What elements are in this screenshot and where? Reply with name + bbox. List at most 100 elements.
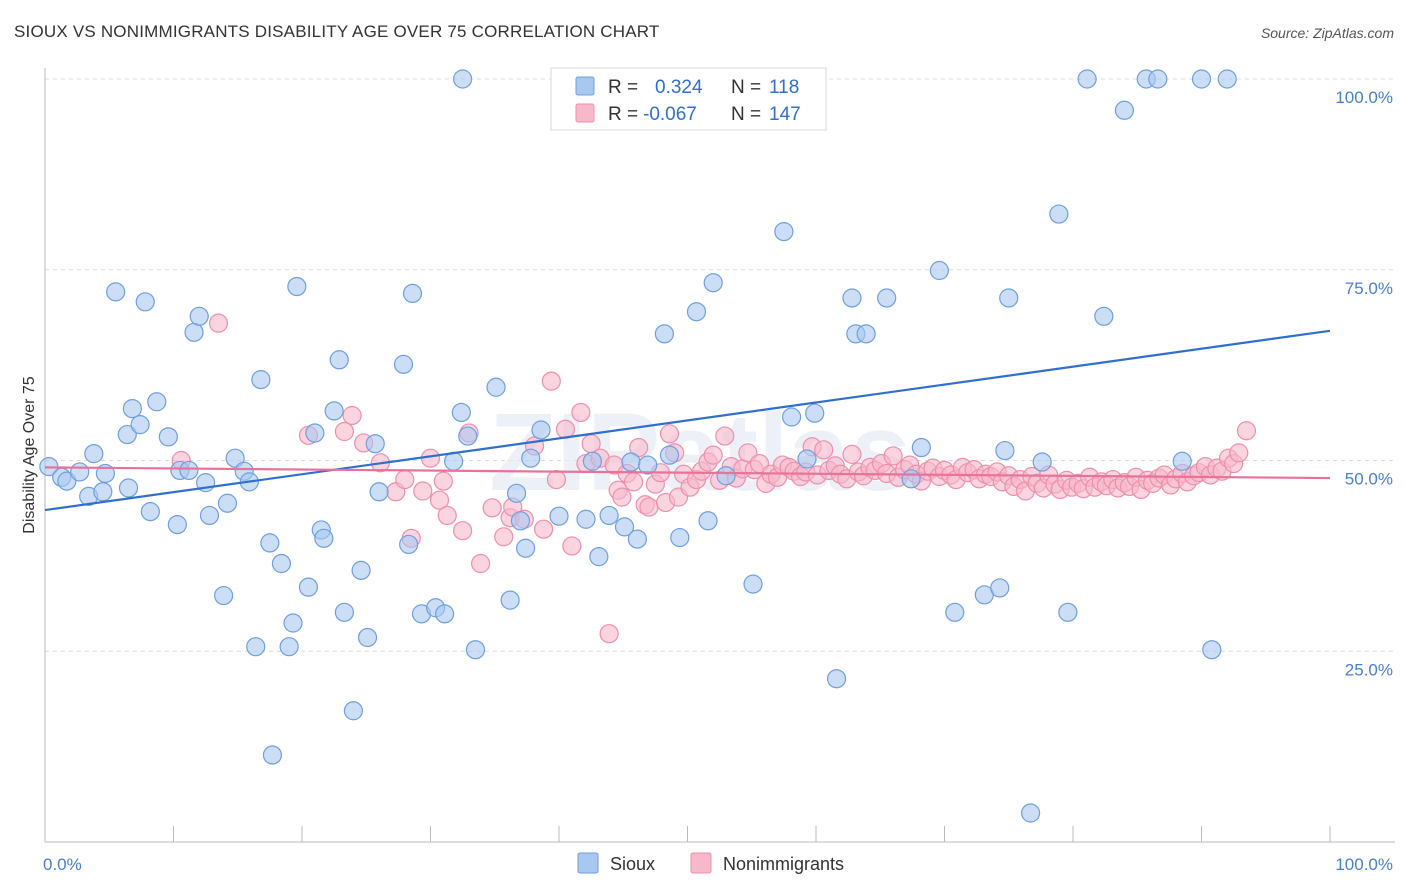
sioux-point [826,669,847,689]
nonimmigrants-point [533,519,554,539]
sioux-point [262,745,283,765]
sioux-point [945,602,965,622]
data-points [39,69,1257,823]
sioux-point [716,466,736,486]
nonimmigrants-point [494,527,514,547]
sioux-point [465,640,486,660]
nonimmigrants-point [612,487,632,507]
nonimmigrants-point [599,624,619,644]
sioux-point [184,322,204,342]
sioux-point [324,401,344,421]
sioux-point [1217,69,1237,89]
grid-lines [45,78,1395,652]
nonimmigrants-point [623,472,644,492]
nonimmigrants-point [562,536,582,556]
nonimmigrants-point [334,421,355,442]
bottom-legend-sioux-swatch [577,852,599,874]
sioux-point [260,533,280,553]
sioux-point [279,637,299,657]
legend-n-label-2: N = [731,104,761,125]
sioux-point [911,437,931,458]
sioux-point [70,462,90,482]
sioux-point [805,403,825,423]
sioux-point [158,427,178,447]
sioux-point [246,637,266,657]
sioux-point [214,585,234,606]
nonimmigrants-point [703,445,723,465]
y-tick-label: 50.0% [1345,470,1393,489]
sioux-point [351,560,371,580]
legend-box: R = 0.324 N = 118 R = -0.067 N = 147 [550,67,827,131]
sioux-point [1172,451,1192,471]
nonimmigrants-point [842,444,862,464]
sioux-point [599,505,619,526]
legend-nonimm-swatch [575,103,595,123]
sioux-point [582,451,603,471]
legend-r-label-2: R = [608,104,638,125]
nonimmigrants-point [471,553,491,574]
nonimmigrants-point [453,521,473,541]
x-tick-label: 0.0% [43,855,82,874]
sioux-point [743,574,763,594]
sioux-point [402,283,423,304]
sioux-point [199,505,220,526]
sioux-point [458,426,478,446]
nonimmigrants-point [639,497,659,517]
sioux-point [995,440,1015,461]
sioux-point [1058,602,1078,622]
sioux-point [287,276,307,297]
sioux-point [576,509,596,529]
sioux-point [774,222,794,242]
sioux-point [654,324,674,344]
sioux-point [901,469,921,489]
bottom-legend-nonimm-swatch [690,852,712,874]
sioux-point [343,701,363,721]
axes [44,68,1395,843]
sioux-point [627,529,647,549]
sioux-point [399,534,419,555]
y-axis-label: Disability Age Over 75 [21,376,38,534]
sioux-point [486,377,506,397]
nonimmigrants-point [413,481,433,501]
nonimmigrants-point [482,498,502,518]
nonimmigrants-point [715,426,735,446]
nonimmigrants-point [883,446,903,466]
sioux-point [122,399,142,419]
sioux-point [314,528,334,548]
sioux-point [670,527,690,548]
sioux-point [357,627,378,648]
sioux-point [84,444,104,464]
bottom-legend: Sioux Nonimmigrants [577,852,844,874]
sioux-point [189,306,209,326]
sioux-point [271,553,292,574]
sioux-point [638,455,658,475]
sioux-point [929,260,949,281]
sioux-point [251,370,271,390]
nonimmigrants-point [429,490,450,510]
sioux-point [130,415,150,435]
bottom-legend-sioux-label: Sioux [610,854,655,874]
source-label: Source: ZipAtlas.com [1260,25,1394,41]
sioux-point [510,511,531,531]
x-tick-labels: 0.0% 100.0% [43,855,1393,874]
sioux-point [797,449,817,469]
sioux-trend-line [44,329,1331,512]
legend-sioux-swatch [575,76,595,96]
sioux-point [117,424,137,445]
nonimmigrants-point [541,371,561,391]
sioux-point [990,578,1010,598]
legend-n-value-1: 118 [769,77,799,98]
sioux-point [877,288,897,308]
nonimmigrants-point [1229,443,1249,463]
y-tick-label: 25.0% [1345,660,1393,679]
legend-r-value-1: 0.324 [655,77,703,98]
nonimmigrants-point [1236,421,1257,441]
y-tick-label: 75.0% [1345,279,1393,298]
sioux-point [93,482,113,502]
sioux-point [1148,69,1168,89]
sioux-point [549,506,569,526]
bottom-legend-nonimm-label: Nonimmigrants [723,854,844,874]
sioux-point [393,354,414,374]
sioux-point [1032,452,1052,472]
